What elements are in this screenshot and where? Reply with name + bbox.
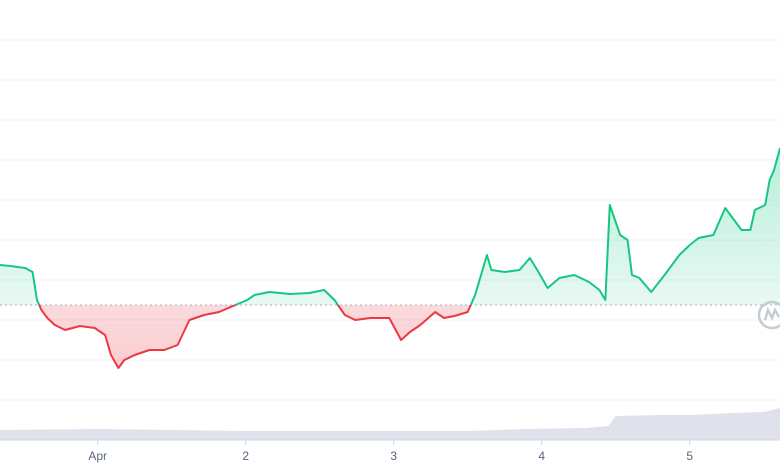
x-tick-label: Apr: [88, 449, 107, 463]
x-tick-label: 3: [390, 449, 397, 463]
area-up: [0, 148, 780, 305]
watermark: [757, 300, 780, 330]
x-tick-label: 5: [686, 449, 693, 463]
x-tick-label: 2: [242, 449, 249, 463]
volume-area: [0, 408, 780, 440]
price-line-down: [38, 305, 472, 369]
area-down: [0, 305, 780, 368]
x-tick-label: 4: [538, 449, 545, 463]
price-line-up: [0, 147, 780, 305]
